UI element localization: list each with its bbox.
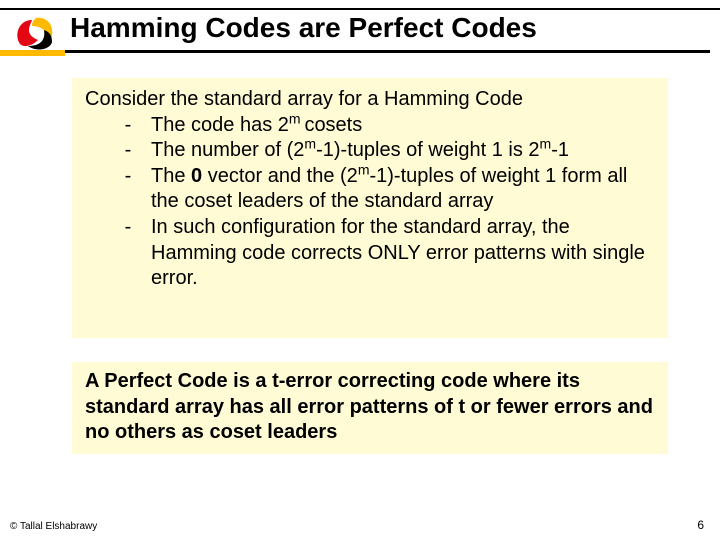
bullet-dash: - xyxy=(105,113,151,139)
title-underline-accent xyxy=(0,50,65,56)
logo-icon xyxy=(10,12,60,52)
content-box-2: A Perfect Code is a t-error correcting c… xyxy=(72,362,668,454)
bullet-item: -In such configuration for the standard … xyxy=(105,215,655,292)
title-underline xyxy=(65,50,710,53)
box1-bullet-list: -The code has 2m cosets-The number of (2… xyxy=(85,113,655,292)
bullet-text: The 0 vector and the (2m-1)-tuples of we… xyxy=(151,164,655,215)
slide-page: Hamming Codes are Perfect Codes Consider… xyxy=(0,0,720,540)
bullet-text: The number of (2m-1)-tuples of weight 1 … xyxy=(151,138,655,164)
bullet-item: -The 0 vector and the (2m-1)-tuples of w… xyxy=(105,164,655,215)
page-number: 6 xyxy=(697,518,704,532)
bullet-dash: - xyxy=(105,164,151,190)
bullet-text: The code has 2m cosets xyxy=(151,113,655,139)
bullet-dash: - xyxy=(105,138,151,164)
bullet-item: -The code has 2m cosets xyxy=(105,113,655,139)
bullet-text: In such configuration for the standard a… xyxy=(151,215,655,292)
content-box-1: Consider the standard array for a Hammin… xyxy=(72,78,668,338)
box2-text: A Perfect Code is a t-error correcting c… xyxy=(85,369,655,446)
copyright-text: © Tallal Elshabrawy xyxy=(10,521,97,532)
box1-intro-text: Consider the standard array for a Hammin… xyxy=(85,87,655,113)
bullet-dash: - xyxy=(105,215,151,241)
bullet-item: -The number of (2m-1)-tuples of weight 1… xyxy=(105,138,655,164)
slide-title: Hamming Codes are Perfect Codes xyxy=(70,12,537,44)
top-divider xyxy=(0,8,720,10)
